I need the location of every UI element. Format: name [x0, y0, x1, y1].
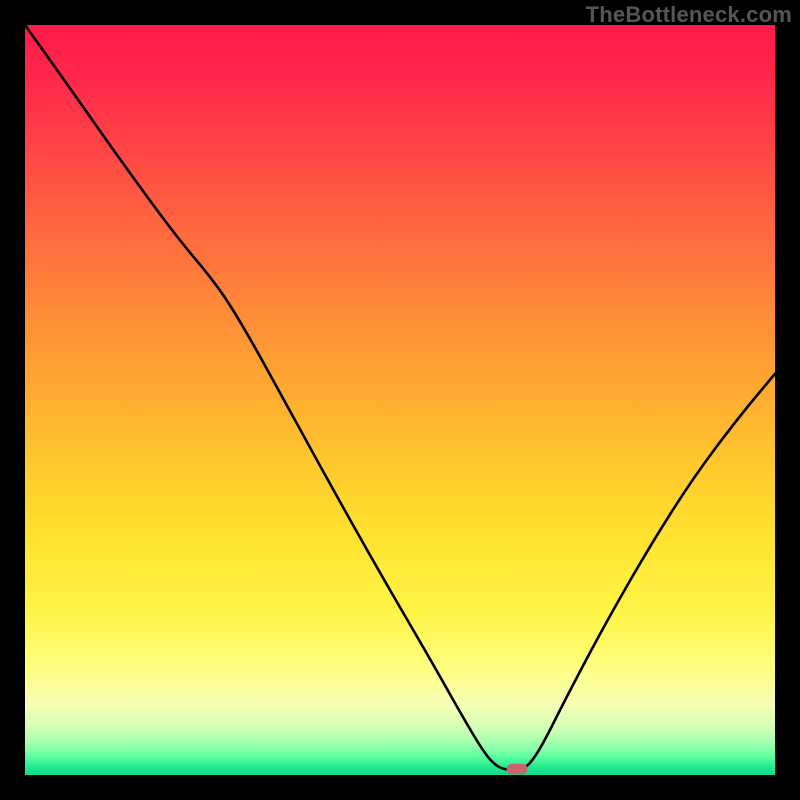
plot-svg — [25, 25, 775, 775]
watermark-text: TheBottleneck.com — [586, 2, 792, 28]
optimal-marker — [507, 764, 528, 775]
plot-area — [25, 25, 775, 775]
gradient-background — [25, 25, 775, 775]
chart-frame: TheBottleneck.com — [0, 0, 800, 800]
